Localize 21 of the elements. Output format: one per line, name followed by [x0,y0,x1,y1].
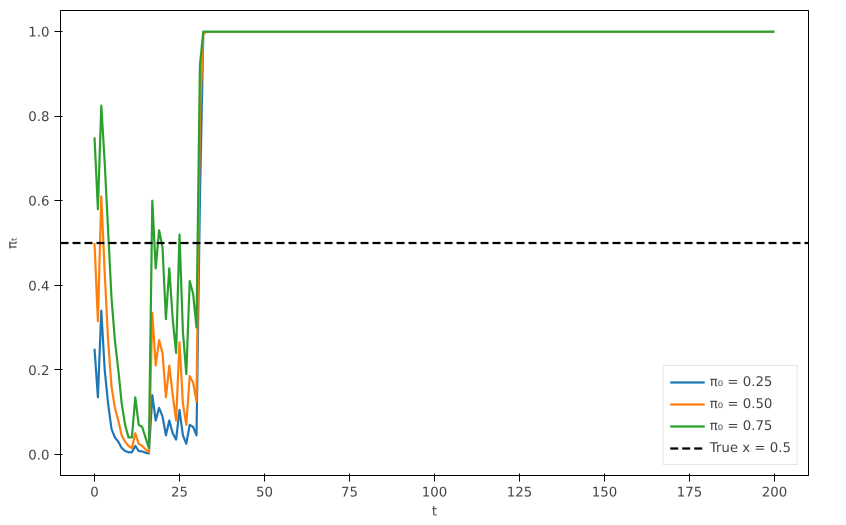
y-tick-label: 0.8 [28,110,50,126]
x-axis-title: t [432,504,438,520]
x-tick-label: 125 [506,486,532,500]
legend-label: True x = 0.5 [710,440,791,456]
legend-label: π₀ = 0.50 [710,396,772,412]
x-tick-label: 75 [341,486,358,500]
y-tick-label: 0.6 [28,194,50,210]
x-tick-label: 100 [422,486,448,500]
x-tick-label: 25 [171,486,188,500]
y-tick-label: 0.2 [28,364,50,379]
y-tick-label: 0.4 [28,279,50,294]
y-axis-title: πₜ [5,236,20,249]
x-tick-label: 175 [676,486,702,500]
x-tick-label: 0 [90,486,99,500]
x-tick-label: 200 [762,486,788,500]
legend-label: π₀ = 0.25 [710,374,772,390]
y-tick-label: 0.0 [28,448,50,464]
legend-label: π₀ = 0.75 [710,418,772,434]
y-tick-label: 1.0 [28,26,50,41]
x-tick-label: 150 [592,486,618,500]
x-tick-label: 50 [256,486,273,500]
